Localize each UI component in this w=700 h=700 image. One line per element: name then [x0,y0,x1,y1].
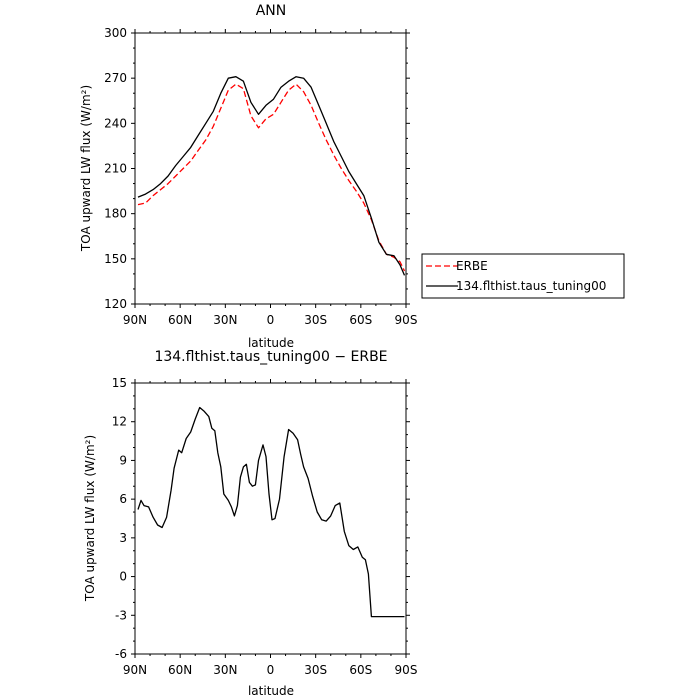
x-tick-label: 0 [267,663,275,677]
y-tick-label: 15 [112,376,127,390]
top-panel: ANN 120 150 180 210 240 270 300 90N 60N 30N 0 30S 6… [79,3,417,350]
y-tick-label: 270 [104,71,127,85]
x-tick-label: 60N [168,663,192,677]
y-tick-label: 150 [104,252,127,266]
x-tick-label: 90S [395,663,418,677]
bottom-panel-x-axis-label: latitude [248,684,294,698]
y-tick-label: 0 [119,570,127,584]
y-tick-label: 300 [104,26,127,40]
x-tick-label: 90N [123,663,147,677]
top-panel-x-axis-label: latitude [248,336,294,350]
y-tick-label: -3 [115,608,127,622]
x-tick-label: 60N [168,313,192,327]
bottom-panel-y-ticks: -6 -3 0 3 6 9 12 15 [112,376,410,661]
top-panel-series [137,76,406,276]
y-tick-label: -6 [115,647,127,661]
x-tick-label: 30S [304,313,327,327]
bottom-panel-x-ticks: 90N 60N 30N 0 30S 60S 90S [123,379,418,677]
legend-model-label: 134.flthist.taus_tuning00 [456,279,606,293]
x-tick-label: 30N [213,313,237,327]
y-tick-label: 3 [119,531,127,545]
top-panel-x-ticks: 90N 60N 30N 0 30S 60S 90S [123,29,418,327]
top-panel-frame [134,32,407,305]
x-tick-label: 30N [213,663,237,677]
y-tick-label: 6 [119,492,127,506]
x-tick-label: 90N [123,313,147,327]
top-panel-y-axis-label: TOA upward LW flux (W/m²) [79,85,93,252]
erbe-line [137,83,406,272]
bottom-panel-series [137,406,405,618]
y-tick-label: 180 [104,207,127,221]
top-panel-y-ticks: 120 150 180 210 240 270 300 [104,26,410,311]
y-tick-label: 210 [104,162,127,176]
bottom-panel-title: 134.flthist.taus_tuning00 − ERBE [154,349,387,365]
y-tick-label: 240 [104,116,127,130]
legend-erbe-label: ERBE [456,259,488,273]
legend: ERBE 134.flthist.taus_tuning00 [421,253,625,299]
bottom-panel-y-axis-label: TOA upward LW flux (W/m²) [83,435,97,602]
x-tick-label: 30S [304,663,327,677]
y-tick-label: 9 [119,453,127,467]
y-tick-label: 120 [104,297,127,311]
y-tick-label: 12 [112,415,127,429]
bottom-panel: 134.flthist.taus_tuning00 − ERBE -6 -3 0 3 6… [83,349,417,698]
x-tick-label: 0 [267,313,275,327]
134-flthist-taus-tuning00-line [137,76,406,276]
x-tick-label: 60S [349,313,372,327]
difference-line [137,406,405,618]
x-tick-label: 60S [349,663,372,677]
x-tick-label: 90S [395,313,418,327]
legend-box [421,253,625,299]
top-panel-title: ANN [256,3,287,19]
bottom-panel-frame [134,382,407,655]
